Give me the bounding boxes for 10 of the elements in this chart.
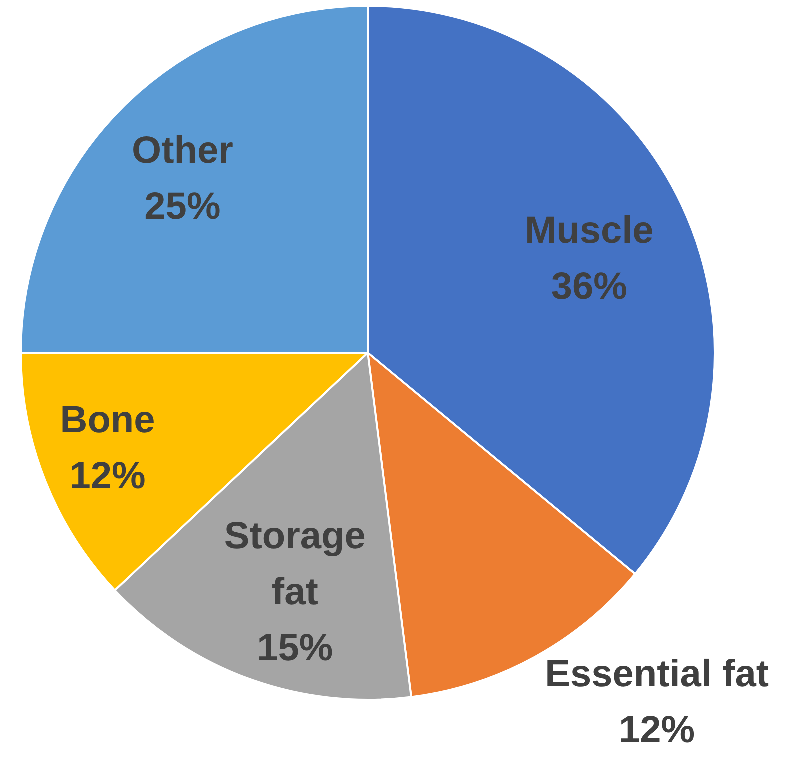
data-label: 25% (144, 186, 221, 228)
slice-label: Muscle (524, 210, 654, 252)
slice-label: Other (132, 130, 234, 172)
data-label: 12% (619, 709, 696, 752)
slice-label: Bone (60, 399, 156, 442)
data-label: 15% (257, 628, 334, 670)
slice-label: Storage fat (224, 516, 366, 614)
slice-label: Essential fat (545, 653, 770, 696)
data-label: 12% (70, 455, 146, 498)
data-label: 36% (551, 266, 628, 308)
